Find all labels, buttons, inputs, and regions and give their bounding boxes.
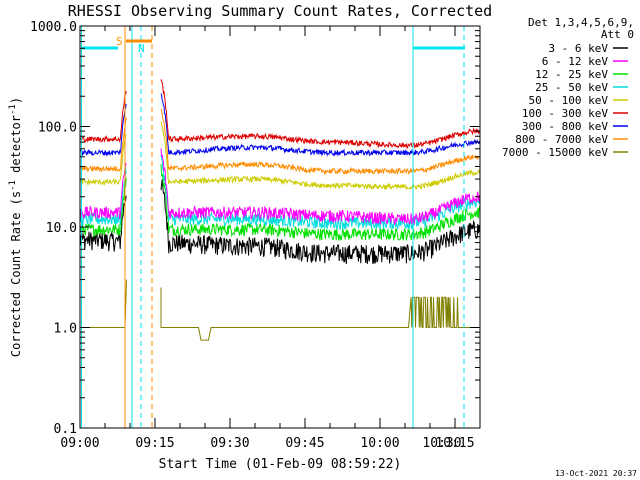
series-line-0-seg-1 [160, 179, 481, 264]
y-tick-label: 0.1 [54, 422, 77, 437]
series-4 [79, 121, 481, 191]
y-tick-label: 1.0 [54, 322, 77, 337]
series-line-0-seg-0 [79, 195, 127, 252]
series-1 [79, 148, 481, 225]
series-line-5-seg-0 [79, 90, 127, 144]
legend-label-4: 50 - 100 keV [529, 94, 609, 107]
x-tick-label: 10:00 [360, 436, 399, 451]
footer-date: 13-Oct-2021 20:37 [555, 469, 637, 478]
series-line-2-seg-1 [160, 164, 481, 242]
y-axis-label-main: Corrected Count Rate (s [9, 191, 23, 357]
series-8 [80, 279, 478, 341]
series-line-1-seg-0 [79, 163, 127, 220]
annotation-n-label: N [138, 42, 145, 55]
x-tick-label: 09:15 [135, 436, 174, 451]
plot-area: SN [79, 26, 481, 428]
y-axis-label-end: ) [9, 97, 23, 104]
y-axis-label-sup-2: -1 [8, 104, 18, 115]
annotation-s-label: S [116, 35, 123, 48]
x-tick-label-1030: 10:30 [422, 436, 461, 451]
y-axis-label-mid: detector [9, 115, 23, 180]
x-tick-label: 10:15 [435, 436, 474, 451]
axes: 1000.0 100.0 10.0 1.0 0.109:00 09:15 09:30 09:4… [30, 20, 481, 451]
series-line-4-seg-0 [79, 134, 127, 187]
plot-frame [79, 25, 481, 429]
series-2 [79, 164, 481, 242]
x-tick-label: 09:45 [285, 436, 324, 451]
series-line-6-seg-1 [160, 93, 481, 157]
legend-label-7: 800 - 7000 keV [515, 133, 608, 146]
series-line-2-seg-0 [79, 177, 127, 237]
legend-label-5: 100 - 300 keV [522, 107, 608, 120]
legend-label-2: 12 - 25 keV [535, 68, 608, 81]
legend-label-0: 3 - 6 keV [548, 42, 608, 55]
series-line-5-seg-1 [160, 79, 480, 150]
series-line-1-seg-1 [160, 148, 481, 225]
series-line-7-seg-0 [79, 117, 127, 173]
chart-title: RHESSI Observing Summary Count Rates, Co… [68, 2, 492, 20]
legend-label-1: 6 - 12 keV [542, 55, 609, 68]
legend-header-detectors: Det 1,3,4,5,6,9, [528, 16, 634, 29]
y-axis-label-sup-1: -1 [8, 180, 18, 191]
y-tick-label: 1000.0 [30, 20, 77, 35]
series-6 [79, 93, 481, 157]
series-0 [79, 179, 481, 264]
x-axis-label: Start Time (01-Feb-09 08:59:22) [159, 457, 402, 472]
legend-label-3: 25 - 50 keV [535, 81, 608, 94]
series-line-7-seg-1 [160, 108, 480, 176]
series-line-8 [80, 279, 478, 341]
series-line-3-seg-0 [79, 167, 127, 226]
legend-header-attenuator: Att 0 [601, 28, 634, 41]
y-tick-label: 100.0 [38, 121, 77, 136]
x-tick-label: 09:00 [60, 436, 99, 451]
legend-label-8: 7000 - 15000 keV [502, 146, 608, 159]
series-7 [79, 108, 480, 176]
x-tick-label: 09:30 [210, 436, 249, 451]
legend-label-6: 300 - 800 keV [522, 120, 608, 133]
series-line-4-seg-1 [160, 121, 481, 191]
y-tick-label: 10.0 [46, 221, 77, 236]
series-5 [79, 79, 480, 150]
series-line-6-seg-0 [79, 103, 127, 157]
y-axis-label: Corrected Count Rate (s-1 detector-1) [8, 97, 23, 357]
